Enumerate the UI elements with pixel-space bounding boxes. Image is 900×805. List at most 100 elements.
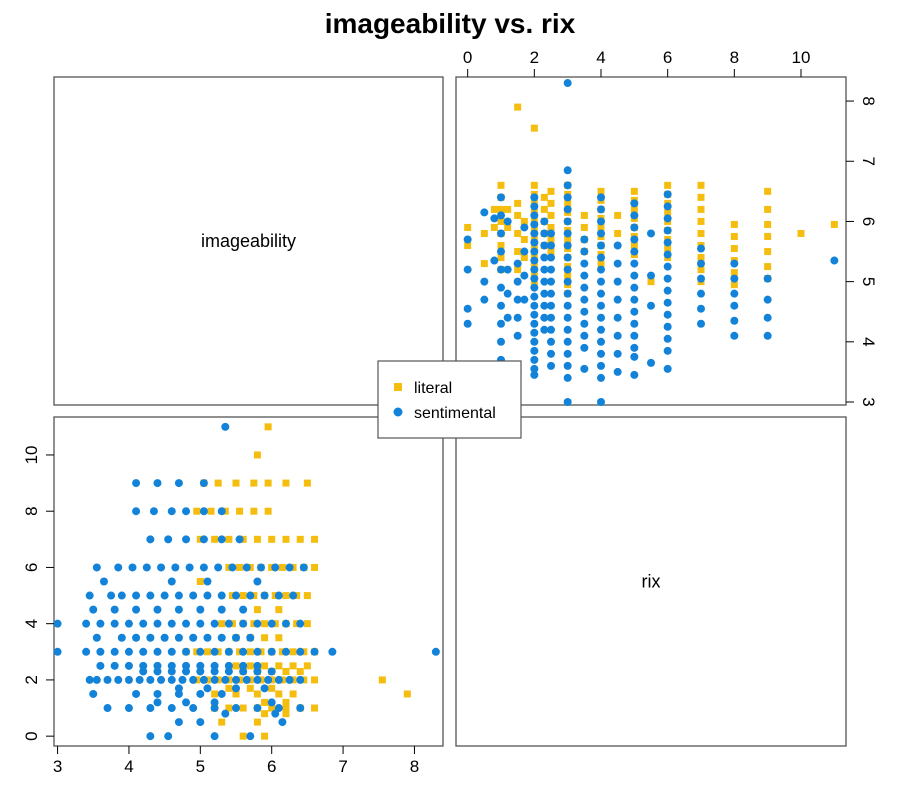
point-sentimental-bl	[167, 647, 176, 656]
point-literal-bl	[311, 563, 319, 571]
point-sentimental-tr	[480, 295, 489, 304]
point-literal-tr	[830, 220, 838, 228]
point-sentimental-bl	[103, 675, 112, 684]
point-sentimental-bl	[89, 689, 98, 698]
point-sentimental-bl	[164, 535, 173, 544]
point-sentimental-bl	[167, 507, 176, 516]
point-literal-tr	[764, 248, 772, 256]
point-sentimental-tr	[520, 247, 529, 256]
point-sentimental-tr	[697, 289, 705, 298]
legend-marker-sentimental	[393, 407, 403, 417]
point-sentimental-bl	[124, 619, 133, 628]
point-sentimental-bl	[196, 718, 205, 727]
point-literal-bl	[225, 704, 233, 712]
point-sentimental-bl	[296, 619, 305, 628]
point-sentimental-bl	[153, 667, 162, 676]
point-sentimental-bl	[110, 619, 119, 628]
point-literal-bl	[253, 451, 261, 459]
point-sentimental-bl	[199, 563, 208, 572]
point-sentimental-tr	[540, 229, 549, 238]
point-literal-tr	[697, 193, 705, 201]
point-literal-bl	[378, 676, 386, 684]
point-sentimental-tr	[497, 337, 505, 346]
point-sentimental-tr	[547, 229, 555, 238]
point-sentimental-tr	[663, 214, 672, 223]
point-literal-bl	[236, 563, 244, 571]
panel-bl-frame	[53, 416, 444, 747]
point-literal-tr	[597, 187, 605, 195]
point-sentimental-bl	[124, 704, 133, 713]
point-sentimental-bl	[228, 563, 237, 572]
point-sentimental-bl	[157, 563, 166, 572]
point-sentimental-bl	[217, 591, 226, 600]
point-literal-tr	[514, 211, 522, 219]
point-sentimental-tr	[580, 235, 589, 244]
point-sentimental-tr	[547, 265, 555, 274]
panel-tl-frame	[53, 76, 444, 406]
point-sentimental-bl	[289, 591, 298, 600]
tick-label-top-rix: 0	[463, 48, 472, 67]
point-sentimental-bl	[196, 689, 205, 698]
point-sentimental-tr	[630, 319, 639, 328]
point-sentimental-bl	[174, 684, 183, 693]
point-literal-bl	[275, 634, 283, 642]
point-sentimental-bl	[210, 619, 219, 628]
point-sentimental-tr	[547, 301, 555, 310]
point-sentimental-tr	[597, 361, 605, 370]
legend-marker-literal	[394, 383, 402, 391]
point-literal-bl	[278, 563, 286, 571]
point-sentimental-bl	[217, 507, 226, 516]
point-sentimental-bl	[178, 675, 187, 684]
point-sentimental-tr	[697, 274, 705, 283]
point-sentimental-bl	[253, 661, 262, 670]
point-literal-bl	[261, 698, 269, 706]
point-sentimental-tr	[513, 277, 522, 286]
point-literal-tr	[520, 254, 528, 262]
point-sentimental-bl	[299, 563, 308, 572]
point-sentimental-bl	[153, 661, 162, 670]
point-sentimental-bl	[232, 633, 241, 642]
point-sentimental-bl	[210, 675, 219, 684]
point-sentimental-bl	[221, 709, 230, 718]
point-sentimental-tr	[730, 289, 739, 298]
point-sentimental-bl	[146, 591, 155, 600]
point-literal-bl	[289, 690, 297, 698]
point-sentimental-bl	[296, 647, 305, 656]
point-literal-bl	[218, 620, 226, 628]
point-sentimental-bl	[203, 684, 212, 693]
point-sentimental-tr	[547, 313, 555, 322]
point-sentimental-bl	[139, 667, 148, 676]
point-sentimental-tr	[613, 331, 622, 340]
tick-label-x-imageability: 5	[196, 757, 205, 776]
tick-label-top-rix: 4	[596, 48, 605, 67]
point-sentimental-tr	[497, 247, 505, 256]
point-sentimental-bl	[114, 675, 123, 684]
point-sentimental-tr	[630, 307, 639, 316]
point-sentimental-tr	[630, 247, 639, 256]
tick-label-right-imageability: 3	[859, 397, 878, 406]
point-sentimental-tr	[540, 325, 549, 334]
point-literal-bl	[289, 648, 297, 656]
point-literal-bl	[282, 698, 290, 706]
point-sentimental-tr	[697, 244, 705, 253]
point-sentimental-bl	[96, 647, 105, 656]
point-sentimental-tr	[490, 256, 499, 265]
point-sentimental-bl	[135, 675, 144, 684]
point-literal-bl	[282, 710, 290, 718]
tick-label-y-rix: 0	[22, 731, 41, 740]
point-literal-bl	[253, 690, 261, 698]
point-sentimental-bl	[182, 535, 191, 544]
point-literal-tr	[730, 245, 738, 253]
point-literal-tr	[647, 278, 655, 286]
point-sentimental-bl	[196, 667, 205, 676]
point-literal-bl	[403, 690, 411, 698]
point-literal-tr	[514, 248, 522, 256]
point-literal-bl	[268, 684, 276, 692]
point-sentimental-bl	[174, 633, 183, 642]
point-sentimental-bl	[210, 732, 219, 741]
point-sentimental-bl	[85, 591, 94, 600]
point-sentimental-bl	[189, 633, 198, 642]
point-literal-tr	[597, 260, 605, 268]
point-sentimental-bl	[196, 619, 205, 628]
point-sentimental-tr	[547, 241, 555, 250]
